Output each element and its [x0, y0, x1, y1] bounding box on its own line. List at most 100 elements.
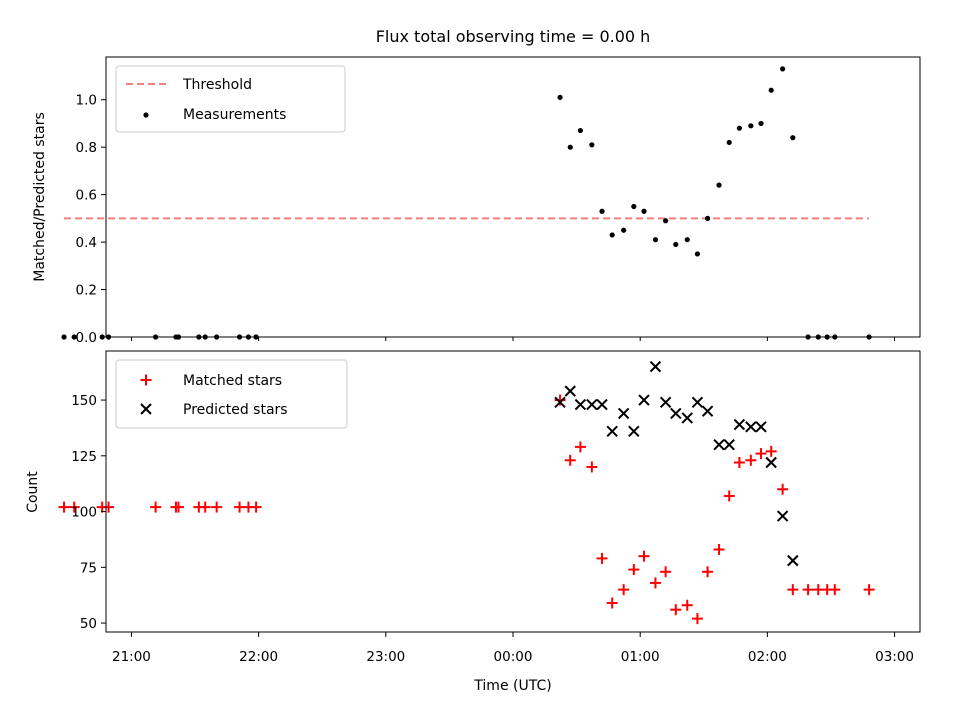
matched-star-marker: [574, 441, 586, 453]
matched-star-marker: [649, 577, 661, 589]
matched-star-marker: [691, 613, 703, 625]
matched-star-marker: [150, 501, 162, 513]
measurement-point: [589, 142, 595, 148]
matched-legend-swatch: [140, 374, 152, 386]
bottom-legend-box: [115, 359, 348, 429]
predicted-star-marker: [733, 418, 746, 431]
bottom-y-axis-label: Count: [25, 471, 41, 513]
top-y-tick-label: 0.6: [76, 188, 97, 204]
predicted-star-marker: [638, 394, 650, 406]
top-legend: Threshold Measurements: [115, 65, 346, 133]
predicted-star-marker: [723, 438, 735, 451]
bottom-y-tick-label: 50: [80, 616, 97, 632]
measurement-point: [631, 203, 637, 210]
measurements-legend-swatch: [143, 112, 149, 118]
x-tick-label: 01:00: [621, 649, 660, 665]
measurement-point: [621, 227, 627, 233]
matched-star-marker: [68, 501, 80, 513]
matched-star-marker: [765, 445, 777, 457]
ratio-panel: Flux total observing time = 0.00 h 0.00.…: [32, 27, 921, 346]
x-tick-label: 02:00: [748, 649, 787, 665]
measurement-point: [557, 94, 563, 100]
predicted-star-marker: [564, 385, 576, 397]
top-x-axis-ticks: [130, 337, 896, 341]
bottom-y-tick-label: 100: [71, 505, 97, 521]
measurement-point: [736, 125, 742, 131]
matched-star-marker: [713, 543, 725, 555]
predicted-star-marker: [554, 396, 566, 409]
matched-star-marker: [702, 566, 714, 578]
bottom-legend: Matched stars Predicted stars: [115, 359, 348, 429]
threshold-legend-label: Threshold: [182, 77, 252, 93]
predicted-star-marker: [745, 421, 757, 433]
top-y-tick-label: 1.0: [76, 93, 97, 109]
top-axes-frame: [105, 56, 921, 338]
bottom-axes-frame: [105, 350, 921, 633]
x-tick-label: 03:00: [875, 649, 914, 665]
measurement-point: [694, 251, 701, 257]
measurement-point: [61, 334, 67, 340]
matched-star-marker: [670, 604, 682, 616]
predicted-star-marker: [713, 438, 725, 451]
matched-star-marker: [745, 454, 757, 466]
predicted-star-marker: [606, 425, 618, 437]
measurement-point: [716, 182, 722, 188]
count-panel: 50 75 100 125 150 21:00 22:00 23:00 00:00 01:00 0…: [25, 350, 921, 694]
predicted-legend-swatch: [140, 403, 152, 415]
matched-star-marker: [606, 597, 618, 609]
predicted-star-marker: [765, 456, 777, 469]
measurement-point: [780, 66, 786, 72]
predicted-stars-layer: [554, 360, 799, 567]
predicted-star-marker: [755, 421, 767, 433]
matched-star-marker: [586, 461, 598, 473]
measurement-point: [567, 144, 573, 150]
matched-star-marker: [755, 448, 767, 460]
measurement-point: [652, 237, 659, 243]
chart-title: Flux total observing time = 0.00 h: [376, 27, 651, 46]
matched-star-marker: [733, 457, 745, 469]
predicted-star-marker: [681, 412, 693, 424]
x-tick-label: 23:00: [366, 649, 405, 665]
x-axis-label: Time (UTC): [473, 678, 551, 694]
measurement-point: [704, 215, 711, 221]
x-tick-label: 22:00: [239, 649, 278, 665]
predicted-star-marker: [617, 407, 630, 420]
matched-star-marker: [211, 501, 223, 513]
matched-star-marker: [777, 483, 789, 495]
matched-star-marker: [628, 564, 640, 576]
predicted-star-marker: [701, 405, 714, 417]
matched-star-marker: [172, 501, 184, 513]
matched-star-marker: [554, 394, 566, 406]
top-legend-box: [115, 65, 346, 133]
measurement-point: [663, 218, 669, 224]
measurement-point: [726, 139, 732, 146]
matched-star-marker: [863, 584, 875, 596]
matched-star-marker: [58, 501, 70, 513]
bottom-y-axis-ticks: 50 75 100 125 150: [71, 393, 106, 632]
predicted-star-marker: [787, 554, 799, 567]
measurement-point: [641, 208, 647, 214]
bottom-y-tick-label: 125: [71, 449, 97, 465]
predicted-star-marker: [776, 510, 789, 522]
matched-star-marker: [802, 584, 814, 596]
matched-star-marker: [596, 552, 608, 564]
matched-star-marker: [723, 490, 735, 502]
measurement-point: [790, 135, 796, 141]
x-tick-label: 21:00: [112, 649, 151, 665]
matched-star-marker: [103, 501, 115, 513]
measurement-point: [577, 127, 584, 134]
predicted-star-marker: [649, 360, 662, 373]
matched-legend-label: Matched stars: [183, 373, 282, 389]
bottom-x-axis-ticks: 21:00 22:00 23:00 00:00 01:00 02:00 03:00: [112, 632, 914, 665]
predicted-star-marker: [596, 398, 608, 411]
measurement-point: [748, 123, 754, 129]
predicted-star-marker: [574, 398, 587, 411]
top-y-axis-ticks: 0.0 0.2 0.4 0.6 0.8 1.0: [76, 93, 106, 346]
matched-star-marker: [618, 584, 630, 596]
measurement-point: [673, 241, 679, 248]
measurement-point: [684, 237, 690, 243]
matched-star-marker: [829, 584, 841, 596]
top-y-tick-label: 0.0: [76, 330, 97, 346]
predicted-star-marker: [691, 396, 704, 409]
